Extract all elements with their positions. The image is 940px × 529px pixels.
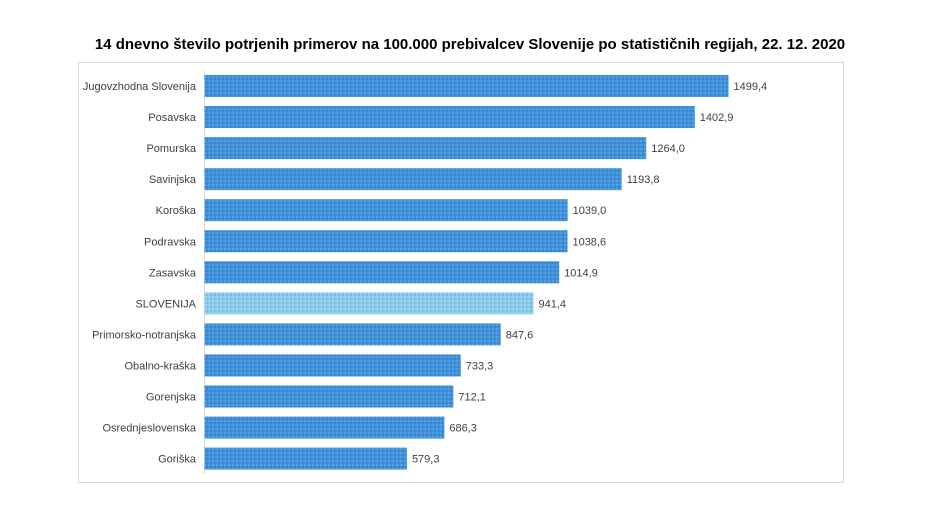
data-label: 1402,9 (700, 112, 734, 124)
data-label: 1039,0 (573, 205, 607, 217)
chart-title: 14 dnevno število potrjenih primerov na … (94, 36, 846, 53)
data-label: 1014,9 (564, 267, 598, 279)
bar-pattern (204, 137, 647, 160)
category-label: SLOVENIJA (135, 298, 196, 310)
category-label: Koroška (156, 205, 197, 217)
data-label: 1193,8 (627, 174, 660, 186)
category-label: Jugovzhodna Slovenija (83, 81, 197, 93)
category-label: Primorsko-notranjska (92, 329, 197, 341)
data-label: 579,3 (412, 454, 440, 466)
data-label: 847,6 (506, 329, 534, 341)
category-label: Posavska (148, 112, 197, 124)
bar-pattern (204, 75, 729, 97)
bar-pattern (204, 385, 454, 408)
category-label: Obalno-kraška (124, 360, 196, 372)
data-label: 733,3 (466, 360, 494, 372)
category-label: Osrednjeslovenska (102, 423, 196, 435)
bar-pattern (204, 261, 560, 284)
bar-pattern (204, 292, 534, 315)
data-label: 1038,6 (572, 236, 606, 248)
bar-pattern (204, 106, 695, 129)
bar-pattern (204, 354, 461, 377)
category-label: Gorenjska (146, 392, 197, 404)
bar-pattern (204, 323, 501, 346)
bar-pattern (204, 447, 407, 470)
bar-pattern (204, 230, 568, 253)
category-label: Goriška (158, 454, 197, 466)
bar-pattern (204, 168, 622, 191)
data-label: 1499,4 (734, 81, 768, 93)
data-label: 686,3 (449, 423, 477, 435)
category-label: Pomurska (146, 143, 196, 155)
bar-pattern (204, 416, 445, 439)
category-label: Podravska (144, 236, 197, 248)
category-label: Savinjska (149, 174, 197, 186)
data-label: 1264,0 (651, 143, 685, 155)
data-label: 712,1 (458, 392, 486, 404)
data-label: 941,4 (538, 298, 566, 310)
category-label: Zasavska (149, 267, 197, 279)
bar-pattern (204, 199, 568, 222)
